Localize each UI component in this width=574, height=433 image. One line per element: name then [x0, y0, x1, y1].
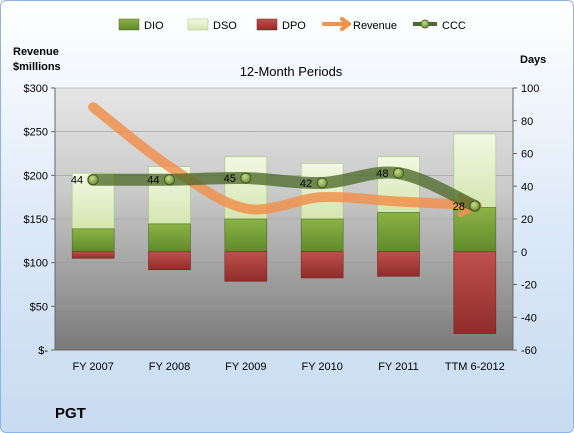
right-axis-tick-label: 100: [521, 83, 539, 95]
right-axis-tick-label: 20: [521, 214, 533, 226]
legend-label-dso: DSO: [213, 20, 237, 32]
legend-arrow-revenue: [322, 17, 351, 31]
legend-label-ccc: CCC: [442, 20, 466, 32]
legend-marker-ccc: [420, 19, 430, 29]
x-axis-tick-label: FY 2007: [72, 361, 113, 373]
left-axis-tick-label: $50: [30, 301, 48, 313]
lines: 44 44 45 42 48 28: [71, 102, 482, 218]
legend-swatch-dpo: [256, 18, 278, 31]
right-axis-tick-label: -40: [521, 312, 537, 324]
chart-title: 12-Month Periods: [240, 64, 343, 79]
left-axis-tick-label: $250: [24, 127, 48, 139]
ccc-marker: [393, 167, 404, 179]
left-axis-title-line2: $millions: [13, 61, 61, 73]
right-axis-tick-label: 60: [521, 149, 533, 161]
axes: $- $50 $100 $150 $200 $250 $300 -60 -40 -20 0 20 40 6…: [24, 83, 540, 373]
x-axis-tick-label: FY 2009: [225, 361, 266, 373]
legend-swatch-dso: [187, 18, 209, 31]
gridlines: [55, 87, 513, 307]
ccc-data-label: 44: [147, 175, 159, 187]
dpo-bar: [71, 251, 115, 259]
legend-swatch-dio: [118, 18, 140, 31]
left-axis-tick-label: $300: [24, 83, 48, 95]
ccc-data-label: 42: [300, 178, 312, 190]
dso-bar: [300, 163, 344, 220]
dio-bar: [377, 212, 420, 253]
legend-label-dpo: DPO: [282, 20, 306, 32]
ccc-data-label: 28: [453, 201, 465, 213]
right-axis-tick-label: 0: [521, 247, 527, 259]
x-axis-tick-label: FY 2010: [301, 361, 342, 373]
dpo-bar: [300, 251, 344, 279]
left-axis-title-line1: Revenue: [13, 46, 59, 58]
legend: DIO DSO DPO Revenue CCC: [118, 17, 466, 32]
revenue-line: [88, 102, 480, 215]
ccc-data-label: 44: [71, 175, 83, 187]
ccc-data-label: 45: [224, 173, 236, 185]
x-axis-tick-label: TTM 6-2012: [445, 361, 505, 373]
right-axis-tick-label: -60: [521, 345, 537, 357]
left-axis-tick-label: $150: [24, 214, 48, 226]
right-axis-tick-label: -20: [521, 280, 537, 292]
ccc-marker: [316, 177, 328, 189]
dio-bar: [71, 228, 115, 253]
right-axis-title: Days: [520, 54, 546, 66]
ccc-marker: [469, 200, 481, 212]
x-axis-tick-label: FY 2011: [378, 361, 419, 373]
dpo-bar: [453, 251, 497, 334]
left-axis-tick-label: $200: [24, 170, 48, 182]
left-axis-tick-label: $100: [24, 258, 48, 270]
ccc-marker: [164, 174, 175, 186]
dpo-bar: [224, 251, 268, 282]
ccc-data-label: 48: [376, 168, 388, 180]
right-axis-tick-label: 40: [521, 181, 533, 193]
dio-bar: [300, 218, 344, 253]
dio-bar: [224, 218, 268, 253]
left-axis-tick-label: $-: [38, 345, 48, 357]
right-axis-tick-label: 80: [521, 116, 533, 128]
company-label: PGT: [55, 405, 86, 422]
ccc-marker: [240, 172, 252, 184]
dpo-bar: [148, 251, 191, 271]
legend-label-revenue: Revenue: [353, 20, 397, 32]
x-axis-tick-label: FY 2008: [149, 361, 190, 373]
ccc-marker: [87, 174, 99, 186]
legend-label-dio: DIO: [144, 20, 164, 32]
ccc-line: [87, 166, 481, 212]
dio-bar: [148, 223, 191, 253]
dpo-bar: [377, 251, 420, 277]
